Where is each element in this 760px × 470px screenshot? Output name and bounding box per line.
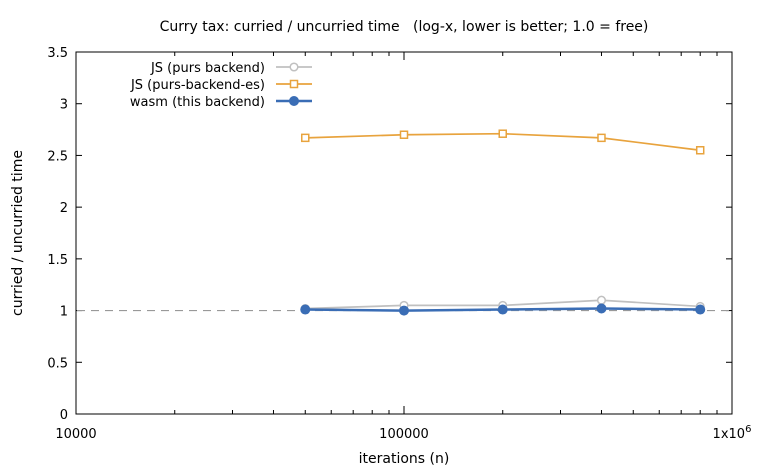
- y-tick-label: 2: [60, 201, 68, 216]
- chart-title: Curry tax: curried / uncurried time (log…: [160, 19, 649, 35]
- x-tick-label: 1x106: [713, 424, 752, 442]
- data-point: [301, 133, 310, 143]
- data-point: [300, 304, 311, 315]
- y-axis-label: curried / uncurried time: [10, 150, 26, 316]
- data-point: [399, 305, 409, 316]
- y-tick-label: 2.5: [47, 149, 68, 164]
- y-tick-label: 3.5: [47, 46, 68, 61]
- data-point: [695, 304, 706, 315]
- y-tick-label: 1.5: [47, 253, 68, 268]
- legend-label: JS (purs backend): [150, 61, 265, 76]
- y-tick-label: 0: [60, 408, 68, 423]
- data-point: [695, 146, 705, 155]
- legend-swatch-marker: [289, 79, 299, 89]
- x-tick-label: 10000: [55, 427, 96, 442]
- data-point: [596, 295, 607, 305]
- legend-swatch-marker: [289, 62, 299, 72]
- series-2: [300, 303, 706, 316]
- x-axis-label: iterations (n): [359, 451, 450, 467]
- x-axis-ticks: 10000 100000 1x106: [55, 52, 751, 442]
- legend-label: JS (purs-backend-es): [130, 78, 265, 93]
- data-point: [597, 133, 606, 143]
- data-point: [596, 303, 607, 314]
- x-tick-label-exponent: 6: [745, 424, 751, 435]
- data-point: [497, 304, 508, 315]
- y-tick-label: 0.5: [47, 356, 68, 371]
- data-point: [498, 129, 507, 138]
- data-point: [399, 130, 409, 139]
- y-tick-label: 3: [60, 98, 68, 113]
- legend-swatch-marker: [289, 96, 299, 106]
- series-1: [301, 129, 705, 155]
- y-tick-label: 1: [60, 305, 68, 320]
- y-axis-ticks: 0 0.5 1 1.5 2 2.5 3 3.5: [47, 46, 732, 423]
- series-layer: [300, 129, 706, 316]
- x-tick-label: 100000: [379, 427, 429, 442]
- legend-label: wasm (this backend): [130, 95, 265, 110]
- legend: JS (purs backend) JS (purs-backend-es) was…: [130, 61, 312, 110]
